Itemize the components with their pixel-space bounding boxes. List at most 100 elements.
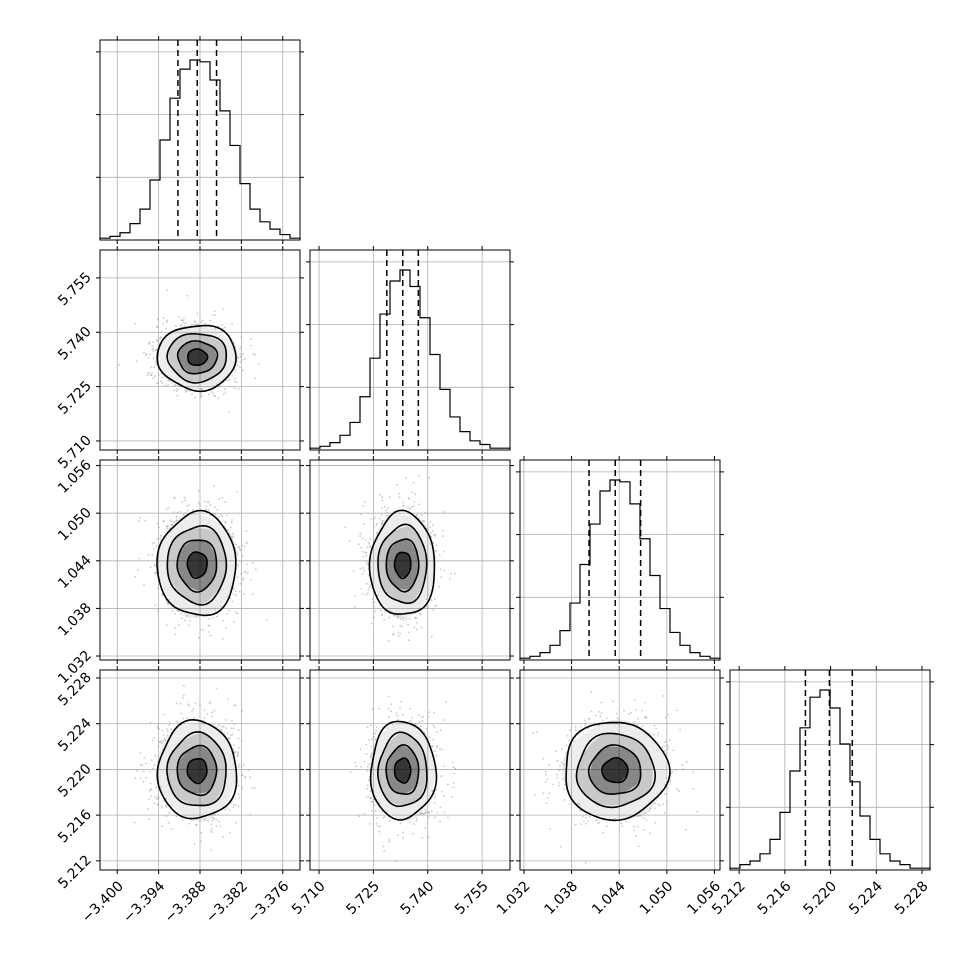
scatter-point [432,738,434,741]
scatter-point [365,554,368,557]
scatter-point [381,613,384,616]
scatter-point [602,831,605,834]
scatter-point [383,505,386,508]
scatter-point [161,729,164,732]
scatter-point [447,783,449,786]
scatter-point [175,702,178,705]
scatter-point [246,572,249,574]
scatter-point [137,520,140,523]
scatter-point [382,519,384,522]
scatter-point [138,557,141,560]
scatter-point [176,394,179,397]
scatter-point [375,822,378,825]
scatter-point [232,803,235,806]
scatter-point [228,609,230,612]
scatter-point [152,350,155,352]
scatter-point [149,782,152,785]
scatter-point [410,716,413,719]
scatter-point [378,517,381,520]
scatter-point [556,759,559,762]
scatter-point [153,764,156,766]
scatter-point [412,505,415,508]
scatter-point [238,590,241,593]
scatter-point [365,559,368,562]
scatter-point [183,317,185,319]
scatter-point [148,789,151,792]
scatter-point [569,729,572,732]
scatter-point [667,748,669,750]
scatter-point [173,497,176,500]
scatter-point [644,812,646,815]
scatter-point [200,321,203,324]
scatter-point [240,353,243,356]
scatter-point [231,720,233,722]
scatter-point [429,736,431,739]
x-tick-label: 5.224 [846,878,886,918]
scatter-point [241,578,244,581]
scatter-point [400,700,402,703]
scatter-point [432,745,434,748]
scatter-point [234,369,237,372]
scatter-point [160,336,162,338]
scatter-point [453,772,456,775]
scatter-point [188,822,190,825]
x-tick-label: 1.032 [494,878,534,918]
scatter-point [652,733,655,736]
scatter-point [232,593,235,595]
scatter-point [637,815,640,818]
scatter-point [369,823,371,825]
y-tick-label: 5.725 [55,378,95,418]
scatter-point [452,786,455,789]
scatter-point [254,354,257,356]
scatter-point [266,619,269,621]
scatter-point [420,514,423,517]
scatter-point [381,523,383,526]
scatter-point [242,353,245,355]
scatter-point [205,508,208,511]
scatter-point [422,521,425,523]
contour-line [393,757,412,784]
scatter-point [156,339,158,342]
scatter-point [156,727,159,729]
scatter-point [663,750,666,752]
scatter-point [369,790,372,793]
scatter-point [159,534,162,537]
scatter-point [443,811,446,814]
contour-line [176,539,218,593]
scatter-point [176,511,179,514]
y-tick-label: 1.044 [55,552,95,592]
scatter-point [170,827,173,830]
scatter-point [549,828,551,830]
scatter-point [424,808,427,811]
scatter-point [195,323,198,326]
scatter-point [434,796,437,799]
scatter-point [584,724,587,726]
scatter-point [214,310,216,313]
scatter-point [423,731,426,734]
scatter-point [370,745,372,748]
scatter-point [150,795,153,798]
scatter-point [558,769,560,772]
scatter-point [443,765,446,768]
scatter-point [369,538,371,541]
scatter-point [243,357,246,360]
scatter-point [233,621,236,623]
scatter-point [238,763,241,766]
density-panel-4-2 [306,666,514,874]
scatter-point [182,694,185,697]
scatter-point [236,551,238,554]
contour-line [369,720,438,821]
scatter-point [149,340,151,343]
scatter-point [644,701,647,704]
scatter-point [238,797,241,799]
scatter-point [354,761,357,764]
scatter-point [214,395,217,398]
y-tick-label: 1.050 [55,505,95,545]
scatter-point [238,348,241,350]
scatter-point [200,840,202,842]
contour-line [385,538,420,593]
scatter-point [149,566,152,569]
scatter-point [238,746,240,749]
scatter-point [171,610,174,613]
scatter-point [221,515,223,518]
